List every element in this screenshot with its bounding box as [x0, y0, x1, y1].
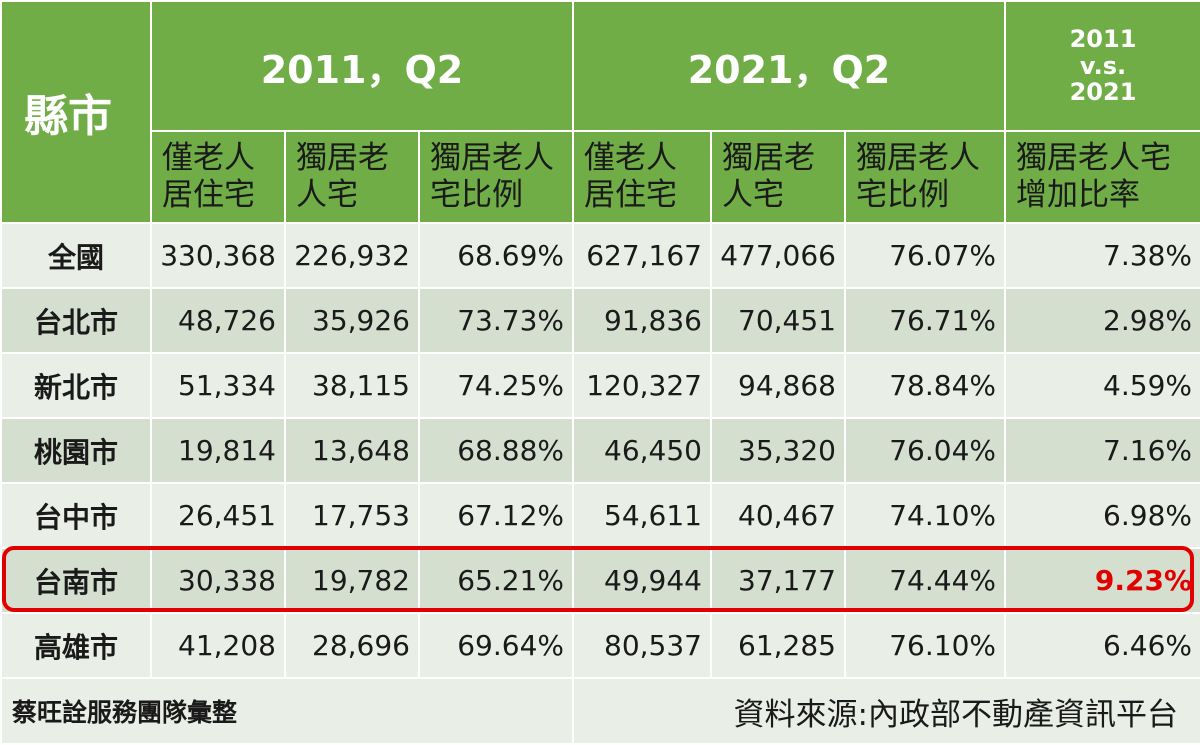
table-cell: 7.38% — [1004, 222, 1200, 289]
table-cell: 54,611 — [572, 482, 712, 549]
table-cell: 330,368 — [150, 222, 286, 289]
table-row: 台南市 30,338 19,782 65.21% 49,944 37,177 74.44% 9… — [0, 547, 1200, 614]
table-cell: 76.10% — [844, 612, 1006, 679]
table-cell: 37,177 — [710, 547, 846, 614]
table-row: 桃園市 19,814 13,648 68.88% 46,450 35,320 76.04% 7… — [0, 417, 1200, 484]
table-cell: 51,334 — [150, 352, 286, 419]
table-cell: 120,327 — [572, 352, 712, 419]
region-name: 台南市 — [0, 547, 152, 614]
subheader-line: 僅老人 — [584, 140, 677, 177]
group-header-2011: 2011，Q2 — [150, 0, 574, 132]
subheader: 獨居老人宅 增加比率 — [1004, 130, 1200, 224]
table-cell: 40,467 — [710, 482, 846, 549]
table-row: 高雄市 41,208 28,696 69.64% 80,537 61,285 76.10% 6… — [0, 612, 1200, 679]
subheader-line: 宅比例 — [856, 177, 949, 213]
region-name: 台中市 — [0, 482, 152, 549]
table-cell: 78.84% — [844, 352, 1006, 419]
subheader-line: 居住宅 — [162, 177, 255, 213]
region-name: 台北市 — [0, 287, 152, 354]
subheader: 獨居老 人宅 — [284, 130, 420, 224]
table-cell: 26,451 — [150, 482, 286, 549]
subheader: 獨居老 人宅 — [710, 130, 846, 224]
region-name: 新北市 — [0, 352, 152, 419]
table-cell: 13,648 — [284, 417, 420, 484]
subheader-line: 人宅 — [722, 177, 784, 213]
subheader-line: 獨居老 — [296, 140, 389, 177]
data-source: 資料來源:內政部不動產資訊平台 — [572, 677, 1200, 745]
compare-header-line: 2011 — [1069, 24, 1137, 53]
subheader-line: 獨居老人 — [430, 140, 554, 177]
table-cell: 73.73% — [418, 287, 574, 354]
table-cell: 477,066 — [710, 222, 846, 289]
table-cell: 9.23% — [1004, 547, 1200, 614]
table-cell: 7.16% — [1004, 417, 1200, 484]
table-cell: 94,868 — [710, 352, 846, 419]
subheader-line: 人宅 — [296, 177, 358, 213]
table-cell: 76.07% — [844, 222, 1006, 289]
table-cell: 6.98% — [1004, 482, 1200, 549]
compiled-by: 蔡旺詮服務團隊彙整 — [0, 677, 574, 745]
table-cell: 28,696 — [284, 612, 420, 679]
subheader: 僅老人 居住宅 — [572, 130, 712, 224]
compare-header-line: v.s. — [1079, 51, 1127, 80]
subheader: 僅老人 居住宅 — [150, 130, 286, 224]
table-cell: 6.46% — [1004, 612, 1200, 679]
subheader-line: 獨居老人宅 — [1016, 140, 1171, 177]
table-cell: 74.10% — [844, 482, 1006, 549]
table-cell: 17,753 — [284, 482, 420, 549]
subheader-line: 居住宅 — [584, 177, 677, 213]
table-cell: 4.59% — [1004, 352, 1200, 419]
table-cell: 48,726 — [150, 287, 286, 354]
region-name: 全國 — [0, 222, 152, 289]
table-cell: 35,926 — [284, 287, 420, 354]
table-row: 新北市 51,334 38,115 74.25% 120,327 94,868 78.84%… — [0, 352, 1200, 419]
table-cell: 46,450 — [572, 417, 712, 484]
table-cell: 76.04% — [844, 417, 1006, 484]
table-cell: 91,836 — [572, 287, 712, 354]
table-cell: 41,208 — [150, 612, 286, 679]
group-header-2021: 2021，Q2 — [572, 0, 1006, 132]
region-name: 桃園市 — [0, 417, 152, 484]
table-cell: 226,932 — [284, 222, 420, 289]
table-cell: 19,814 — [150, 417, 286, 484]
table-cell: 30,338 — [150, 547, 286, 614]
subheader-line: 僅老人 — [162, 140, 255, 177]
subheader-line: 獨居老 — [722, 140, 815, 177]
subheader-line: 獨居老人 — [856, 140, 980, 177]
table-cell: 61,285 — [710, 612, 846, 679]
table-cell: 74.44% — [844, 547, 1006, 614]
table-cell: 68.69% — [418, 222, 574, 289]
table-row: 台北市 48,726 35,926 73.73% 91,836 70,451 76.71% 2… — [0, 287, 1200, 354]
region-name: 高雄市 — [0, 612, 152, 679]
table-cell: 76.71% — [844, 287, 1006, 354]
table-row: 台中市 26,451 17,753 67.12% 54,611 40,467 74.10% 6… — [0, 482, 1200, 549]
table-cell: 49,944 — [572, 547, 712, 614]
compare-header-line: 2021 — [1069, 78, 1137, 107]
table-cell: 38,115 — [284, 352, 420, 419]
table-cell: 74.25% — [418, 352, 574, 419]
table-cell: 69.64% — [418, 612, 574, 679]
table-cell: 70,451 — [710, 287, 846, 354]
table-cell: 80,537 — [572, 612, 712, 679]
table-cell: 19,782 — [284, 547, 420, 614]
region-header: 縣市 — [0, 0, 152, 224]
subheader: 獨居老人 宅比例 — [418, 130, 574, 224]
table-cell: 35,320 — [710, 417, 846, 484]
subheader-line: 增加比率 — [1016, 177, 1140, 213]
table-cell: 2.98% — [1004, 287, 1200, 354]
table-cell: 627,167 — [572, 222, 712, 289]
table-row: 全國 330,368 226,932 68.69% 627,167 477,066 76.0… — [0, 222, 1200, 289]
table-cell: 65.21% — [418, 547, 574, 614]
compare-header: 2011 v.s. 2021 — [1004, 0, 1200, 132]
subheader: 獨居老人 宅比例 — [844, 130, 1006, 224]
table-cell: 68.88% — [418, 417, 574, 484]
subheader-line: 宅比例 — [430, 177, 523, 213]
table-cell: 67.12% — [418, 482, 574, 549]
